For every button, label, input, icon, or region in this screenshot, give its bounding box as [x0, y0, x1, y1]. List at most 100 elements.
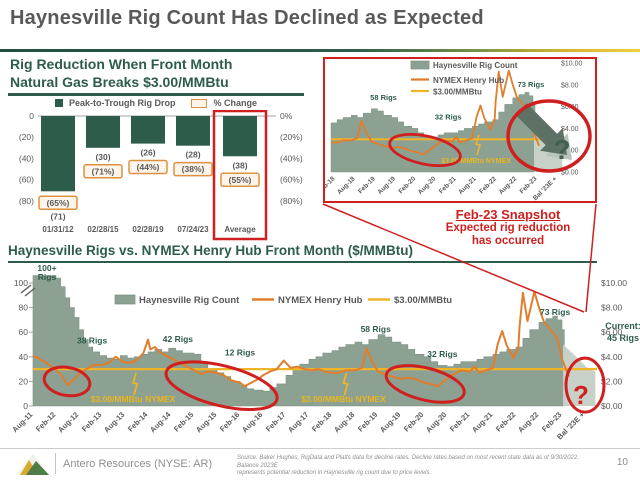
bar-category-label: Average	[224, 225, 256, 234]
inset-x-tick-label: Feb-19	[357, 175, 377, 195]
inset-y-right-tick-label: $0.00	[561, 170, 579, 177]
snapshot-line2: has occurred	[471, 235, 545, 247]
pct-change-box	[173, 161, 213, 177]
threshold-arrow-bolt	[342, 372, 349, 396]
x-tick-label: Aug-12	[56, 410, 80, 434]
inset-y-right-tick-label: $4.00	[561, 126, 579, 133]
rig-drop-legend-swatch	[54, 99, 63, 107]
inset-y-right-tick-label: $10.00	[561, 61, 583, 68]
bar-y-right-tick: (60%)	[280, 175, 303, 185]
x-tick-label: Feb-20	[402, 410, 425, 433]
y-right-tick-label: $4.00	[601, 352, 623, 362]
logo-green-mountain	[26, 461, 49, 475]
y-right-tick-label: $2.00	[601, 376, 623, 386]
inset-x-tick-label: Feb-22	[478, 175, 498, 195]
company-name: Antero Resources (NYSE: AR)	[63, 458, 213, 470]
page-number: 10	[616, 457, 628, 468]
x-tick-label: Feb-16	[218, 410, 241, 433]
logo-divider	[55, 453, 56, 474]
bar-y-left-tick: (40)	[19, 153, 34, 163]
x-tick-label: Feb-22	[494, 410, 517, 433]
threshold-text-label: $3.00/MMBtu NYMEX	[301, 394, 386, 404]
x-tick-label: Aug-14	[148, 409, 173, 434]
annotation-12-rigs: 12 Rigs	[225, 348, 256, 358]
inset-rig-count-area	[330, 92, 536, 173]
inset-x-tick-label: Aug-22	[498, 175, 519, 196]
inset-y-right-tick-label: $8.00	[561, 82, 579, 89]
threshold-arrow-bolt	[131, 372, 139, 396]
y-left-tick-label: 100	[14, 278, 28, 288]
x-tick-label: Aug-15	[194, 410, 218, 434]
inset-question-mark: ?	[553, 134, 570, 165]
inset-x-tick-label: Aug-21	[457, 175, 478, 196]
x-tick-label: Aug-13	[102, 410, 126, 434]
bar-y-right-tick: (40%)	[280, 153, 303, 163]
bar-y-left-tick: (60)	[19, 175, 34, 185]
pct-change-legend-swatch	[191, 98, 208, 108]
threshold-text-label: $3.00/MMBtu NYMEX	[91, 394, 176, 404]
inset-x-tick-label: Feb-20	[397, 175, 417, 195]
x-tick-label: Aug-16	[240, 410, 264, 434]
y-right-tick-label: $0.00	[601, 401, 623, 411]
axis-break-mark	[24, 287, 36, 297]
pct-change-label: (55%)	[229, 175, 252, 185]
highlight-ellipse	[164, 360, 279, 412]
bar-value-label: (26)	[140, 148, 155, 158]
inset-x-tick-label: Aug-18	[336, 175, 357, 196]
bar-panel-title: Rig Reduction When Front Month Natural G…	[10, 55, 232, 91]
snapshot-line1: Expected rig reduction	[445, 222, 571, 234]
pct-change-label: (71%)	[92, 166, 115, 176]
x-tick-label: Feb-14	[126, 409, 150, 433]
bar-category-label: 07/24/23	[177, 225, 209, 234]
inset-x-tick-label: Aug-20	[417, 175, 438, 196]
current-rigs-label: 45 Rigs	[607, 333, 639, 343]
bar-y-left-tick: 0	[29, 111, 34, 121]
forecast-arrow-down-right	[515, 103, 567, 155]
inset-legend-hub-label: NYMEX Henry Hub	[433, 76, 504, 85]
highlight-ellipse	[384, 364, 466, 404]
bar-value-label: (28)	[185, 150, 200, 160]
highlight-ellipse	[42, 365, 92, 398]
inset-legend-rig-label: Haynesville Rig Count	[433, 61, 518, 70]
inset-question-circle	[506, 99, 592, 173]
y-left-tick-label: 20	[19, 376, 29, 386]
header-divider	[0, 49, 640, 52]
x-tick-label: Aug-11	[10, 410, 34, 434]
legend-rig-count-swatch	[114, 294, 136, 305]
inset-henry-hub-line	[331, 69, 540, 156]
annotation-42-rigs: 42 Rigs	[163, 334, 194, 344]
source-note: Source: Baker Hughes, RigData and Platts…	[237, 455, 599, 478]
bar-category-label: 02/28/15	[87, 225, 119, 234]
x-tick-label: Feb-17	[264, 410, 287, 433]
y-left-tick-label: 40	[19, 352, 29, 362]
y-left-tick-label: 0	[23, 401, 28, 411]
pct-change-box	[220, 172, 260, 188]
pct-change-legend-label: % Change	[213, 98, 257, 108]
x-tick-label: Aug-22	[516, 410, 540, 434]
x-tick-label: Feb-13	[80, 410, 103, 433]
rig-drop-legend-label: Peak-to-Trough Rig Drop	[68, 98, 176, 108]
snapshot-callout-text: Feb-23 Snapshot Expected rig reduction h…	[408, 207, 608, 248]
rigs-vs-henry-hub-chart: 100 $10.00 80 $8.00 60 $6.00 40 $4.00 20 $2.00 0 $0…	[10, 263, 640, 441]
annotation-38-rigs: 38 Rigs	[77, 335, 108, 345]
bar-02/28/15	[86, 116, 120, 148]
inset-annotation-32-rigs: 32 Rigs	[435, 113, 462, 122]
inset-threshold-text-label: $3.00/MMBtu NYMEX	[441, 158, 511, 165]
x-tick-label: Feb-15	[172, 410, 195, 433]
bar-value-label: (30)	[95, 152, 110, 162]
bar-value-label: (71)	[50, 211, 65, 221]
axis-break-mark	[20, 284, 32, 294]
pct-change-box	[128, 159, 168, 175]
inset-x-tick-label: Aug-19	[376, 175, 397, 196]
inset-x-tick-label: Feb-21	[438, 175, 458, 195]
bar-value-label: (38)	[232, 160, 247, 170]
snapshot-title: Feb-23 Snapshot	[455, 207, 561, 222]
pct-change-box	[38, 195, 78, 211]
main-chart-title: Haynesville Rigs vs. NYMEX Henry Hub Fro…	[8, 243, 414, 258]
bar-y-right-tick: (20%)	[280, 132, 303, 142]
x-tick-label: Aug-18	[332, 410, 356, 434]
inset-legend-rig-swatch	[410, 60, 430, 70]
snapshot-inset-chart: Haynesville Rig Count NYMEX Henry Hub $3.0…	[317, 60, 592, 202]
inset-annotation-58-rigs: 58 Rigs	[370, 93, 397, 102]
y-left-tick-label: 80	[19, 303, 29, 313]
